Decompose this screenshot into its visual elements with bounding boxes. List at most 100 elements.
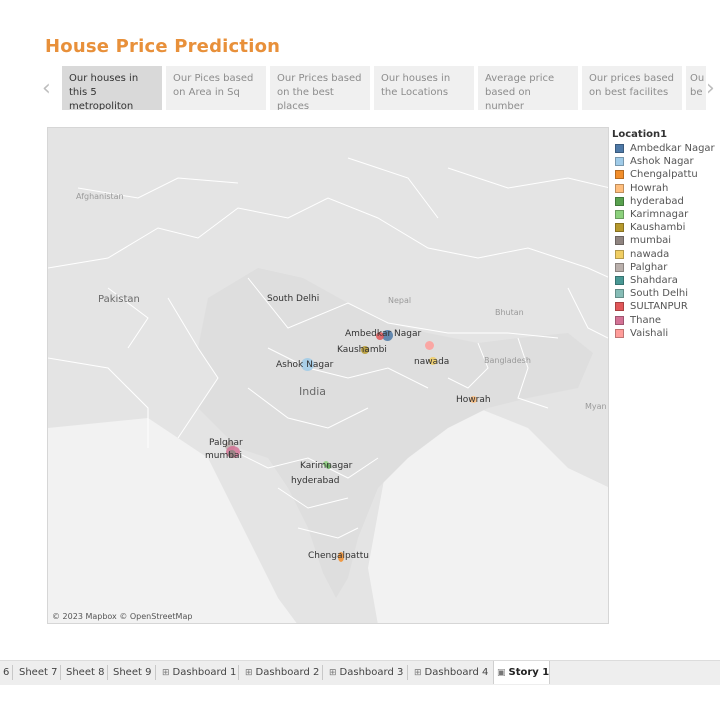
legend-item-label: Vaishali [630,327,669,339]
dashboard-title: House Price Prediction [45,36,281,57]
dashboard-icon: ⊞ [329,668,337,678]
city-label-kaushambi: Kaushambi [337,345,387,355]
legend-item[interactable]: South Delhi [612,287,720,300]
legend-item[interactable]: Ashok Nagar [612,155,720,168]
tab-label: Dashboard 1 [172,667,237,678]
tab-divider [60,665,61,680]
chevron-right-icon[interactable]: › [706,76,715,101]
tab-dashboard-4[interactable]: ⊞ Dashboard 4 [411,661,491,684]
legend-items: Ambedkar Nagar Ashok Nagar Chengalpattu How… [612,142,720,340]
map-view[interactable]: Afghanistan Pakistan Nepal Bhutan Bangla… [47,127,609,624]
legend-item-label: Kaushambi [630,222,686,234]
legend-title: Location1 [612,129,668,140]
legend-item-label: nawada [630,248,670,260]
city-label-howrah: Howrah [456,395,491,405]
legend-item[interactable]: Shahdara [612,274,720,287]
tab-divider [322,665,323,680]
tab-sheet-8[interactable]: Sheet 8 [63,661,107,684]
tab-label: Dashboard 3 [339,667,404,678]
legend-swatch [615,183,624,193]
legend-swatch [615,236,624,246]
sheet-tabs-bar: 6 Sheet 7 Sheet 8 Sheet 9 ⊞ Dashboard 1 ⊞… [0,660,720,685]
mark-vaishali[interactable] [425,341,434,350]
legend-item[interactable]: Vaishali [612,327,720,340]
legend-item[interactable]: Howrah [612,182,720,195]
city-label-palghar: Palghar [209,438,243,448]
city-label-hyderabad: hyderabad [291,476,340,486]
legend-item[interactable]: Chengalpattu [612,168,720,181]
tab-label: Sheet 9 [113,667,152,678]
legend-swatch [615,328,624,338]
legend-item[interactable]: SULTANPUR [612,300,720,313]
city-label-ambedkar-nagar: Ambedkar Nagar [345,329,422,339]
legend-swatch [615,249,624,259]
tab-sheet-6[interactable]: 6 [0,661,12,684]
mark-sultanpur[interactable] [376,332,384,340]
city-label-chengalpattu: Chengalpattu [308,551,369,561]
tab-label: Dashboard 4 [424,667,489,678]
legend-item-label: Thane [630,314,662,326]
map-label-afghanistan: Afghanistan [76,192,124,201]
legend-item-label: Ambedkar Nagar [630,143,715,155]
legend-item[interactable]: Thane [612,313,720,326]
legend-item-label: South Delhi [630,288,688,300]
legend-item[interactable]: Ambedkar Nagar [612,142,720,155]
legend-swatch [615,262,624,272]
chevron-left-icon[interactable]: ‹ [42,76,51,101]
story-point-6[interactable]: Our prices based on best facilites [582,66,682,110]
city-label-karimnagar: Karimnagar [300,461,353,471]
map-label-pakistan: Pakistan [98,294,140,305]
tab-dashboard-3[interactable]: ⊞ Dashboard 3 [326,661,406,684]
story-point-1[interactable]: Our houses in this 5 metropoliton [62,66,162,110]
tab-divider [238,665,239,680]
city-label-south-delhi: South Delhi [267,294,320,304]
legend-swatch [615,315,624,325]
mark-mumbai[interactable] [228,450,236,458]
legend-item[interactable]: mumbai [612,234,720,247]
map-label-myanmar: Myan [585,402,607,411]
legend-swatch [615,289,624,299]
legend-item-label: Chengalpattu [630,169,698,181]
legend-item[interactable]: Kaushambi [612,221,720,234]
story-point-5[interactable]: Average price based on number [478,66,578,110]
legend-item[interactable]: hyderabad [612,195,720,208]
legend-swatch [615,223,624,233]
tab-divider [407,665,408,680]
city-label-mumbai: mumbai [205,451,242,461]
mark-ashok-nagar[interactable] [301,358,314,371]
tab-dashboard-2[interactable]: ⊞ Dashboard 2 [242,661,322,684]
story-point-2[interactable]: Our Pices based on Area in Sq [166,66,266,110]
story-point-4[interactable]: Our houses in the Locations [374,66,474,110]
legend-item-label: Ashok Nagar [630,156,694,168]
story-point-3[interactable]: Our Prices based on the best places [270,66,370,110]
mark-hyderabad[interactable] [326,464,331,469]
legend-item-label: Howrah [630,182,669,194]
tab-sheet-7[interactable]: Sheet 7 [16,661,60,684]
story-points-strip: Our houses in this 5 metropoliton Our Pi… [62,66,706,110]
legend-swatch [615,302,624,312]
legend-item[interactable]: Palghar [612,261,720,274]
mark-kaushambi[interactable] [361,346,369,354]
city-label-nawada: nawada [414,357,450,367]
mark-ambedkar-nagar[interactable] [382,330,393,341]
mark-howrah[interactable] [470,396,477,403]
legend-item[interactable]: Karimnagar [612,208,720,221]
map-attribution[interactable]: © 2023 Mapbox © OpenStreetMap [52,612,193,621]
legend-item-label: Shahdara [630,274,678,286]
map-basemap [48,128,608,623]
mark-chengalpattu[interactable] [338,552,344,562]
legend-swatch [615,275,624,285]
tab-divider [12,665,13,680]
tab-story-1[interactable]: ▣ Story 1 [493,661,550,684]
story-navigator: ‹ Our houses in this 5 metropoliton Our … [40,66,720,110]
legend-swatch [615,144,624,154]
mark-nawada[interactable] [429,357,437,365]
legend: Location1 Ambedkar Nagar Ashok Nagar Cheng… [612,129,720,340]
map-label-nepal: Nepal [388,296,412,305]
tab-sheet-9[interactable]: Sheet 9 [110,661,154,684]
legend-item-label: Karimnagar [630,209,689,221]
tab-dashboard-1[interactable]: ⊞ Dashboard 1 [159,661,239,684]
story-point-7[interactable]: Ou be [686,66,706,110]
legend-item[interactable]: nawada [612,248,720,261]
tab-label: Story 1 [508,667,550,678]
